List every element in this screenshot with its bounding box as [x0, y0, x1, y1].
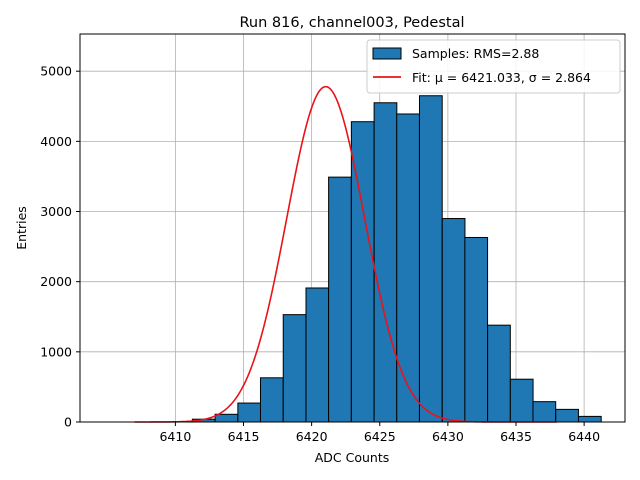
histogram-bar-11	[441, 218, 466, 423]
histogram-bar-4	[282, 314, 307, 423]
legend-swatch-samples	[372, 47, 402, 60]
histogram-bar-5	[305, 287, 330, 423]
x-tick-label-3: 6425	[364, 429, 396, 444]
chart-title: Run 816, channel003, Pedestal	[239, 15, 464, 31]
x-tick-label-4: 6430	[432, 429, 464, 444]
x-tick-label-5: 6435	[500, 429, 532, 444]
histogram-bar-9	[396, 113, 420, 423]
x-axis-ticks: 6410 6415 6420 6425 6430 6435 6440	[159, 422, 600, 444]
histogram-bar-12	[464, 236, 489, 423]
x-tick-label-6: 6440	[568, 429, 600, 444]
x-tick-label-1: 6415	[228, 429, 260, 444]
histogram-bars	[191, 95, 602, 423]
y-tick-label-1: 1000	[40, 344, 72, 359]
histogram-bar-2	[237, 402, 262, 423]
y-axis-label: Entries	[14, 206, 29, 250]
histogram-bar-10	[418, 95, 443, 423]
y-tick-label-0: 0	[64, 415, 72, 430]
legend-label-fit: Fit: μ = 6421.033, σ = 2.864	[412, 70, 591, 85]
y-tick-label-5: 5000	[40, 64, 72, 79]
y-tick-label-3: 3000	[40, 204, 72, 219]
y-tick-label-4: 4000	[40, 134, 72, 149]
histogram-bar-8	[373, 102, 398, 423]
plot-frame	[79, 33, 626, 423]
histogram-bar-13	[487, 324, 511, 423]
histogram-bar-15	[532, 401, 557, 423]
histogram-bar-3	[259, 377, 284, 423]
legend-box	[366, 39, 621, 94]
histogram-bar-17	[577, 415, 602, 423]
x-axis-label: ADC Counts	[315, 450, 390, 465]
histogram-bar-16	[555, 408, 579, 423]
x-tick-label-0: 6410	[159, 429, 191, 444]
y-axis-ticks: 0 1000 2000 3000 4000 5000	[40, 64, 80, 430]
legend: Samples: RMS=2.88 Fit: μ = 6421.033, σ =…	[366, 39, 621, 94]
y-tick-label-2: 2000	[40, 274, 72, 289]
histogram-bar-6	[328, 176, 352, 423]
histogram-bar-1	[214, 413, 239, 423]
histogram-bar-14	[509, 378, 534, 423]
x-tick-label-2: 6420	[296, 429, 328, 444]
legend-label-samples: Samples: RMS=2.88	[412, 46, 539, 61]
